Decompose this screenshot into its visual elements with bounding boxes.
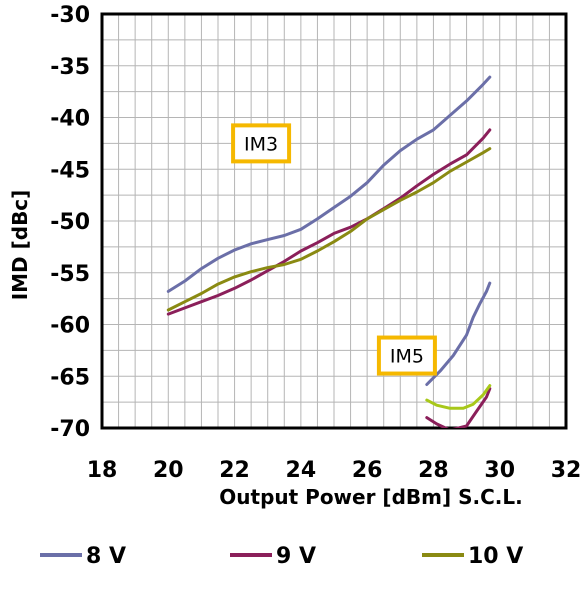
x-tick-label: 32 [551,458,581,483]
grid [102,14,566,428]
annotation-im5: IM5 [376,335,437,376]
y-tick-label: -40 [50,107,90,132]
y-tick-label: -30 [50,3,90,28]
y-tick-label: -50 [50,210,90,235]
annotation-box [376,335,437,376]
x-tick-label: 18 [87,458,118,483]
annotations: IM3 IM5 [231,123,437,376]
series-line-im5-8v [425,281,492,386]
x-tick-label: 20 [153,458,184,483]
y-tick-label: -45 [50,158,90,183]
y-axis-label: IMD [dBc] [8,190,32,301]
x-axis-label: Output Power [dBm] S.C.L. [219,485,522,509]
y-tick-label: -70 [50,417,90,442]
x-tick-label: 30 [484,458,515,483]
series-line-im3-8v [166,75,492,293]
legend-label: 9 V [276,544,316,569]
x-tick-label: 26 [352,458,383,483]
x-tick-label: 22 [219,458,250,483]
y-tick-label: -35 [50,55,90,80]
annotation-label: IM3 [244,133,278,155]
series-layer [166,75,492,428]
annotation-im3: IM3 [231,123,292,164]
annotation-box [231,123,292,164]
x-tick-label: 28 [418,458,449,483]
legend-item-8v: 8 V [40,544,126,569]
legend-item-9v: 9 V [230,544,316,569]
legend-item-10v: 10 V [422,544,523,569]
annotation-label: IM5 [390,346,424,368]
series-line-im3-9v [166,128,492,316]
series-line-im5-10v [425,384,492,410]
legend-label: 8 V [86,544,126,569]
tick-labels: -30 -35 -40 -45 -50 -55 -60 -65 -70 18 20 22 24 26 28 3… [50,3,581,483]
series-line-im5-9v [425,387,492,428]
legend: 8 V 9 V 10 V [40,544,523,569]
y-tick-label: -65 [50,365,90,390]
x-tick-label: 24 [286,458,317,483]
y-tick-label: -55 [50,262,90,287]
plot-frame [100,12,568,430]
y-tick-label: -60 [50,314,90,339]
legend-label: 10 V [468,544,523,569]
series-line-im3-10v [166,147,492,312]
